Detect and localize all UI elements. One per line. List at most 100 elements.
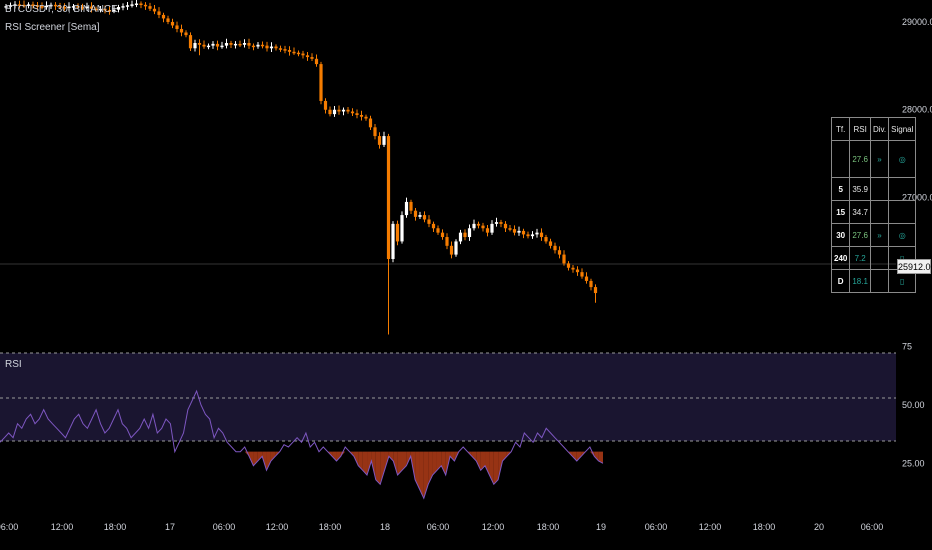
candle <box>409 199 413 214</box>
candle <box>206 43 211 50</box>
row-timeframe: 15 <box>830 200 851 224</box>
candle <box>143 2 148 10</box>
candle <box>184 30 188 38</box>
candle <box>526 231 530 239</box>
candle <box>314 54 319 67</box>
candle <box>391 221 395 263</box>
candle <box>539 228 544 241</box>
oversold-fill-segment <box>471 451 477 461</box>
candlestick-series <box>4 0 598 335</box>
candle <box>341 107 346 116</box>
candle <box>202 40 206 49</box>
candle <box>382 131 386 148</box>
price-tick-label: 28000.00 <box>902 105 932 115</box>
candle <box>463 229 467 241</box>
candle <box>575 266 580 276</box>
time-tick-label: 18 <box>380 522 390 532</box>
candle <box>256 42 260 49</box>
candle <box>557 246 562 259</box>
candle <box>368 115 373 131</box>
rsi-oversold-fill <box>244 451 603 499</box>
candle <box>269 42 274 53</box>
oversold-fill-segment <box>336 451 341 461</box>
candle <box>58 2 62 10</box>
candle <box>107 6 112 15</box>
price-tick-label: 29000.00 <box>902 17 932 27</box>
candle <box>251 43 256 51</box>
oversold-fill-segment <box>476 451 481 471</box>
candle <box>283 45 287 54</box>
candle <box>22 0 26 8</box>
oversold-fill-segment <box>450 451 455 461</box>
oversold-fill-segment <box>249 451 254 466</box>
candle <box>467 224 472 241</box>
candle <box>544 234 548 244</box>
row-rsi: 27.6 <box>849 140 871 178</box>
candle <box>125 2 130 10</box>
oversold-fill-segment <box>485 451 490 475</box>
row-timeframe <box>830 140 851 178</box>
candle <box>35 2 40 10</box>
rsi-tick-label: 50.00 <box>902 400 925 410</box>
row-timeframe: 240 <box>830 246 851 270</box>
candle <box>332 105 337 117</box>
time-tick-label: 06:00 <box>213 522 236 532</box>
candle <box>166 15 170 25</box>
row-rsi: 34.7 <box>849 200 871 224</box>
candle <box>292 47 296 55</box>
row-divergence: » <box>869 223 890 247</box>
candle <box>548 238 553 249</box>
candle <box>530 231 535 239</box>
candle <box>229 40 233 49</box>
time-tick-label: 12:00 <box>266 522 289 532</box>
rsi-screener-table: Tf. RSI Div. Signal 27.6 » ◎ 5 35.9 15 3… <box>830 117 917 293</box>
candle <box>512 225 517 236</box>
candle <box>377 132 382 149</box>
candle <box>593 284 598 303</box>
oversold-fill-segment <box>353 451 359 466</box>
time-tick-label: 18:00 <box>104 522 127 532</box>
oversold-fill-segment <box>375 451 381 485</box>
candle <box>188 32 193 52</box>
row-timeframe: D <box>830 269 851 293</box>
candle <box>485 225 490 237</box>
rsi-band <box>0 353 896 441</box>
oversold-fill-segment <box>397 451 402 475</box>
time-tick-label: 18:00 <box>537 522 560 532</box>
oversold-fill-segment <box>266 451 271 471</box>
row-divergence <box>869 269 890 293</box>
candle <box>310 53 314 62</box>
candle <box>85 2 89 11</box>
header-rsi: RSI <box>849 117 871 141</box>
candle <box>427 215 431 228</box>
candle <box>521 228 526 239</box>
candle <box>17 0 22 9</box>
oversold-fill-segment <box>388 451 394 461</box>
screener-row: 5 35.9 <box>830 177 917 201</box>
candle <box>175 21 179 33</box>
row-timeframe: 30 <box>830 223 851 247</box>
oversold-fill-segment <box>432 451 437 475</box>
oversold-fill-segment <box>428 451 433 485</box>
candle <box>328 106 332 117</box>
candle <box>224 38 229 49</box>
oversold-fill-segment <box>358 451 363 471</box>
time-tick-label: 12:00 <box>482 522 505 532</box>
candle <box>40 2 44 10</box>
oversold-fill-segment <box>257 451 263 461</box>
candle <box>584 272 589 284</box>
time-tick-label: 18:00 <box>319 522 342 532</box>
candle <box>562 250 566 266</box>
rsi-axis: 25.00 50.00 75 <box>902 342 925 469</box>
candle <box>193 39 197 52</box>
candle <box>589 278 593 291</box>
rsi-tick-label: 75 <box>902 342 912 352</box>
row-signal: ◎ <box>888 140 917 178</box>
candle <box>94 6 98 12</box>
candle <box>476 221 481 229</box>
rsi-line <box>0 389 604 500</box>
candle <box>445 233 449 250</box>
candle <box>350 108 355 116</box>
screener-row: 30 27.6 » ◎ <box>830 223 917 247</box>
